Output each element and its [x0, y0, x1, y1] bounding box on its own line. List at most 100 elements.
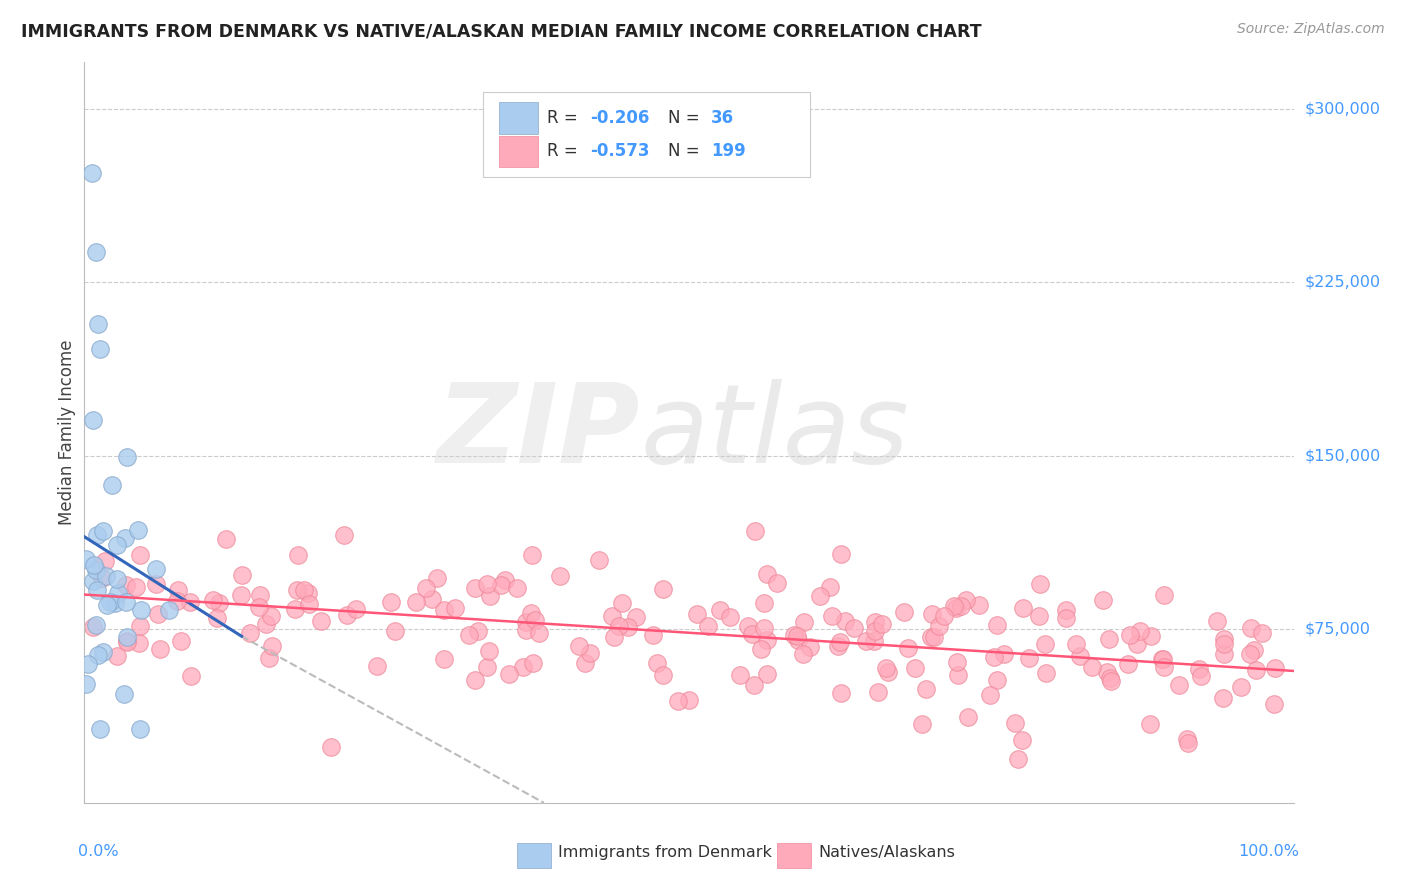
- Point: [1175, 731, 1198, 746]
- Point: [749, 642, 772, 657]
- Point: [1263, 697, 1285, 711]
- Point: [336, 608, 359, 623]
- Point: [1212, 647, 1234, 661]
- Point: [678, 693, 700, 707]
- Point: [1243, 642, 1265, 657]
- Point: [1139, 717, 1161, 731]
- Text: ZIP: ZIP: [437, 379, 641, 486]
- Point: [1064, 637, 1087, 651]
- Point: [505, 581, 527, 595]
- Point: [98, 595, 121, 609]
- Text: -0.206: -0.206: [589, 109, 650, 127]
- Point: [1054, 611, 1077, 625]
- Point: [129, 549, 152, 563]
- Text: R =: R =: [547, 143, 583, 161]
- Point: [1152, 651, 1174, 665]
- Point: [297, 585, 319, 599]
- Text: 0.0%: 0.0%: [79, 844, 120, 858]
- Point: [1097, 665, 1119, 680]
- Point: [1129, 624, 1152, 638]
- Point: [229, 589, 252, 603]
- Point: [117, 633, 139, 648]
- Point: [1116, 657, 1139, 671]
- Point: [498, 666, 520, 681]
- Point: [77, 657, 100, 671]
- Point: [405, 594, 427, 608]
- Text: Source: ZipAtlas.com: Source: ZipAtlas.com: [1237, 22, 1385, 37]
- Point: [792, 647, 814, 661]
- Point: [967, 598, 990, 612]
- Point: [127, 523, 149, 537]
- Text: 199: 199: [710, 143, 745, 161]
- FancyBboxPatch shape: [499, 103, 538, 134]
- Point: [215, 533, 238, 547]
- Point: [105, 573, 128, 587]
- Point: [125, 580, 148, 594]
- Point: [128, 636, 150, 650]
- Point: [942, 599, 965, 613]
- Point: [718, 609, 741, 624]
- Point: [946, 668, 969, 682]
- Point: [1153, 660, 1175, 674]
- Point: [426, 571, 449, 585]
- Point: [744, 524, 766, 538]
- Point: [205, 611, 228, 625]
- Point: [986, 618, 1008, 632]
- Point: [91, 645, 114, 659]
- Point: [946, 655, 969, 669]
- Point: [179, 595, 201, 609]
- Point: [89, 343, 111, 357]
- Point: [686, 607, 709, 621]
- Point: [202, 592, 225, 607]
- Point: [366, 659, 388, 673]
- Text: Immigrants from Denmark: Immigrants from Denmark: [558, 845, 772, 860]
- Point: [1240, 621, 1263, 635]
- Point: [752, 596, 775, 610]
- Point: [380, 594, 402, 608]
- Point: [86, 582, 108, 597]
- Point: [131, 602, 153, 616]
- Point: [309, 614, 332, 628]
- Point: [1229, 681, 1251, 695]
- Point: [292, 582, 315, 597]
- Point: [728, 667, 751, 681]
- Point: [104, 596, 127, 610]
- Point: [86, 317, 108, 331]
- Point: [862, 633, 884, 648]
- Point: [87, 648, 110, 663]
- Point: [920, 631, 942, 645]
- Point: [993, 647, 1015, 661]
- Point: [1098, 632, 1121, 647]
- FancyBboxPatch shape: [517, 843, 551, 868]
- Point: [117, 635, 139, 649]
- Point: [1029, 577, 1052, 591]
- Point: [863, 624, 886, 639]
- Point: [1239, 647, 1261, 661]
- Point: [333, 527, 356, 541]
- Point: [624, 609, 647, 624]
- Point: [821, 608, 844, 623]
- Point: [949, 599, 972, 613]
- Point: [786, 629, 808, 643]
- Point: [1205, 614, 1227, 628]
- Point: [478, 589, 501, 603]
- Point: [89, 722, 111, 736]
- Point: [1054, 603, 1077, 617]
- Point: [612, 596, 634, 610]
- Point: [319, 739, 342, 754]
- Point: [945, 601, 967, 615]
- Point: [957, 710, 980, 724]
- Text: atlas: atlas: [641, 379, 910, 486]
- Point: [86, 245, 108, 260]
- Text: $300,000: $300,000: [1305, 101, 1381, 116]
- Point: [955, 593, 977, 607]
- Point: [904, 661, 927, 675]
- Point: [489, 578, 512, 592]
- Point: [1126, 637, 1149, 651]
- Point: [90, 571, 112, 585]
- Point: [588, 553, 610, 567]
- Point: [231, 567, 253, 582]
- Point: [799, 640, 821, 655]
- Point: [524, 613, 547, 627]
- Point: [82, 574, 104, 588]
